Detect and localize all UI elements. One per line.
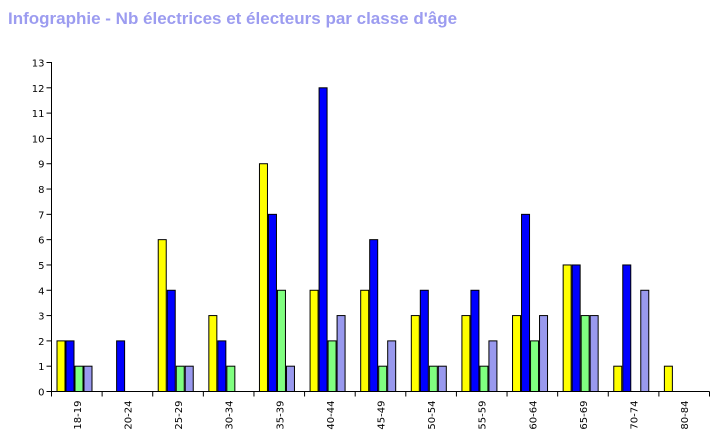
bar	[267, 213, 277, 392]
y-tick-label: 9	[38, 160, 44, 171]
bar	[419, 289, 429, 392]
y-tick-label: 2	[38, 337, 44, 348]
x-tick-label: 55-59	[478, 401, 489, 430]
bar	[184, 365, 194, 393]
bar	[512, 315, 522, 393]
x-tick-label: 70-74	[630, 401, 641, 430]
x-tick-label: 30-34	[225, 401, 236, 430]
x-tick-label: 20-24	[123, 401, 134, 430]
y-tick-label: 11	[32, 109, 45, 120]
bar	[217, 340, 227, 392]
bar	[65, 340, 75, 392]
x-tick-label: 65-69	[579, 401, 590, 430]
y-tick-label: 10	[32, 134, 45, 145]
bar	[56, 340, 66, 392]
y-tick-label: 12	[32, 84, 45, 95]
bar	[387, 340, 397, 392]
bar	[116, 340, 126, 392]
bar	[521, 213, 531, 392]
bar	[488, 340, 498, 392]
bar	[470, 289, 480, 392]
y-tick-label: 0	[38, 388, 44, 399]
bar	[437, 365, 447, 393]
bar	[562, 264, 572, 393]
bar	[157, 239, 167, 392]
bar	[571, 264, 581, 393]
bar	[285, 365, 295, 393]
bar	[461, 315, 471, 393]
y-tick-label: 13	[32, 59, 45, 70]
x-tick-label: 25-29	[174, 401, 185, 430]
bar	[226, 365, 236, 393]
bar	[258, 163, 268, 392]
x-tick-label: 45-49	[377, 401, 388, 430]
bar	[378, 365, 388, 393]
y-tick-label: 7	[38, 210, 44, 221]
bar	[360, 289, 370, 392]
bar	[410, 315, 420, 393]
y-tick-label: 4	[38, 286, 44, 297]
y-tick-label: 1	[38, 362, 44, 373]
x-tick-label: 18-19	[73, 401, 84, 430]
bar	[479, 365, 489, 393]
bar	[589, 315, 599, 393]
bar	[208, 315, 218, 393]
bar	[83, 365, 93, 393]
bar	[318, 87, 328, 393]
bar	[309, 289, 319, 392]
y-tick-label: 5	[38, 261, 44, 272]
bar	[175, 365, 185, 393]
bar	[336, 315, 346, 393]
bar	[663, 365, 673, 393]
y-tick-label: 8	[38, 185, 44, 196]
bar	[428, 365, 438, 393]
x-axis: 18-19 20-24 25-29 30-34 35-39 40-44 45-49 50-54…	[51, 391, 710, 430]
bar	[539, 315, 549, 393]
x-tick-label: 50-54	[427, 401, 438, 430]
bar	[530, 340, 540, 392]
bar	[327, 340, 337, 392]
chart-title: Infographie - Nb électrices et électeurs…	[8, 9, 458, 28]
bar	[613, 365, 623, 393]
x-tick-label: 60-64	[528, 401, 539, 430]
bar	[369, 239, 379, 392]
y-tick-label: 6	[38, 236, 44, 247]
bars	[56, 87, 673, 393]
y-tick-label: 3	[38, 312, 44, 323]
bar	[166, 289, 176, 392]
bar	[74, 365, 84, 393]
bar	[276, 289, 286, 392]
bar	[622, 264, 632, 393]
x-tick-label: 40-44	[326, 401, 337, 430]
x-tick-label: 35-39	[275, 401, 286, 430]
x-tick-label: 80-84	[680, 401, 691, 430]
bar	[640, 289, 650, 392]
bar	[580, 315, 590, 393]
